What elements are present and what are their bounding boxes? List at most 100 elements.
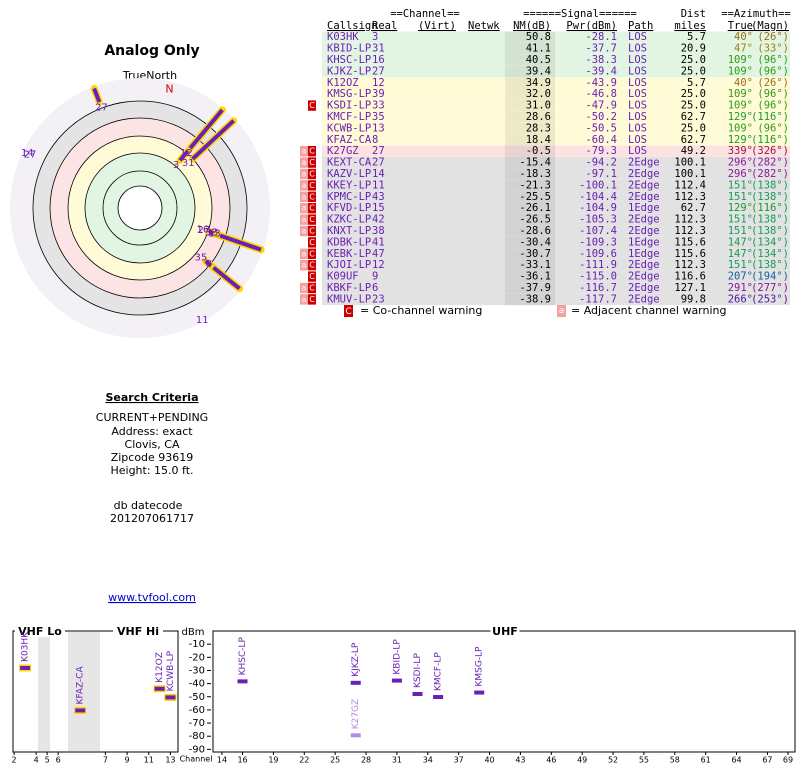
- cell-pwr: -38.3: [585, 54, 617, 66]
- nm-shade: [505, 236, 555, 249]
- warning-box: [300, 168, 308, 180]
- cell-real: 43: [372, 191, 385, 203]
- cell-az-true: 40°: [734, 31, 753, 43]
- station-channel: 3: [173, 160, 179, 171]
- station-bar: [212, 265, 241, 291]
- warning-icon: a: [302, 192, 307, 201]
- ring: [102, 170, 178, 246]
- nm-shade: [505, 293, 555, 306]
- cell-nm: 34.9: [526, 77, 551, 89]
- cell-az-magn: (138°): [751, 179, 789, 191]
- station-channel: 35: [195, 252, 208, 263]
- cell-callsign: KSDI-LP: [327, 100, 371, 112]
- cell-path: LOS: [628, 111, 647, 123]
- cell-pwr: -100.1: [579, 179, 617, 191]
- nm-shade: [505, 145, 555, 157]
- cell-path: LOS: [628, 31, 647, 43]
- warning-box: [308, 271, 316, 282]
- header-group: ==Azimuth==: [721, 8, 791, 20]
- warning-box: [300, 203, 308, 214]
- cell-az-true: 109°: [728, 122, 753, 134]
- cell-real: 42: [372, 214, 385, 226]
- signal-mark: [412, 691, 423, 696]
- cell-nm: -21.3: [519, 179, 551, 191]
- cell-callsign: KJKZ-LP: [327, 65, 371, 77]
- signal-mark: [474, 690, 485, 695]
- nm-shade: [505, 270, 555, 283]
- signal-mark: [433, 695, 444, 700]
- row-background: [322, 282, 790, 294]
- cell-pwr: -43.9: [585, 77, 617, 89]
- cell-pwr: -47.9: [585, 100, 617, 112]
- station-channel: 16: [197, 225, 210, 236]
- cell-real: 23: [372, 293, 385, 305]
- column-header: Pwr(dBm): [566, 20, 617, 32]
- cell-callsign: KJOI-LP: [327, 259, 371, 271]
- x-tick-label: 61: [701, 756, 711, 765]
- warning-icon: a: [302, 295, 307, 304]
- cell-callsign: KEXT-CA: [327, 157, 372, 169]
- cell-path: 2Edge: [628, 271, 660, 283]
- column-header: True: [728, 20, 753, 32]
- cell-pwr: -46.8: [585, 88, 617, 100]
- x-tick-label: 46: [546, 756, 556, 765]
- station-channel: 39: [205, 227, 218, 238]
- warning-box: [300, 260, 308, 271]
- y-tick-label: -10: [189, 639, 205, 650]
- cell-nm: -28.6: [519, 225, 551, 237]
- cell-az-true: 296°: [728, 168, 753, 180]
- signal-mark: [154, 686, 165, 691]
- band-title-bg: [490, 626, 520, 637]
- cell-pwr: -115.0: [579, 271, 617, 283]
- y-tick-label: -20: [189, 652, 205, 663]
- header-group: ==Channel==: [390, 8, 460, 20]
- station-channel: 8: [206, 259, 212, 270]
- cell-az-true: 129°: [728, 111, 753, 123]
- column-header: Netwk: [468, 20, 500, 32]
- cell-callsign: KHSC-LP: [327, 54, 371, 66]
- cell-nm: 28.3: [526, 122, 551, 134]
- cell-nm: -30.7: [519, 248, 551, 260]
- cell-dist: 127.1: [674, 282, 706, 294]
- search-criteria: Search Criteria CURRENT+PENDING Address:…: [96, 391, 208, 604]
- cell-callsign: KDBK-LP: [327, 236, 371, 248]
- x-tick-label: 4: [34, 756, 39, 765]
- cell-real: 11: [372, 179, 385, 191]
- cell-az-magn: (96°): [757, 100, 789, 112]
- warning-icon: C: [309, 181, 315, 190]
- warning-box: [308, 248, 316, 259]
- cell-pwr: -116.7: [579, 282, 617, 294]
- cell-az-true: 109°: [728, 88, 753, 100]
- cell-az-magn: (282°): [751, 157, 789, 169]
- cell-nm: -30.4: [519, 236, 551, 248]
- y-tick-label: -80: [189, 731, 205, 742]
- row-background: [322, 134, 790, 146]
- cell-pwr: -97.1: [585, 168, 617, 180]
- cell-dist: 5.7: [687, 31, 706, 43]
- cell-az-true: 129°: [728, 134, 753, 146]
- signal-callsign: K27GZ: [351, 699, 361, 730]
- north-label: N: [165, 83, 173, 96]
- site-link[interactable]: www.tvfool.com: [108, 591, 196, 604]
- y-tick-label: -60: [189, 705, 205, 716]
- cell-nm: -26.1: [519, 202, 551, 214]
- x-tick-label: 34: [423, 756, 433, 765]
- cell-az-magn: (96°): [757, 88, 789, 100]
- x-tick-label: 40: [484, 756, 494, 765]
- y-tick-label: -50: [189, 692, 205, 703]
- cell-nm: 50.8: [526, 31, 551, 43]
- row-background: [322, 179, 790, 192]
- warning-box: [308, 237, 316, 248]
- cell-real: 3: [372, 31, 378, 43]
- cell-pwr: -109.6: [579, 248, 617, 260]
- cell-az-true: 207°: [728, 271, 753, 283]
- signal-callsign: K03HK: [21, 631, 31, 662]
- warning-icon: a: [302, 204, 307, 213]
- cell-az-magn: (26°): [757, 31, 789, 43]
- gap-band: [68, 632, 100, 751]
- datecode-line: 201207061717: [110, 512, 194, 525]
- cell-az-magn: (26°): [757, 77, 789, 89]
- cell-dist: 112.4: [674, 179, 706, 191]
- cell-callsign: KFVD-LP: [327, 202, 371, 214]
